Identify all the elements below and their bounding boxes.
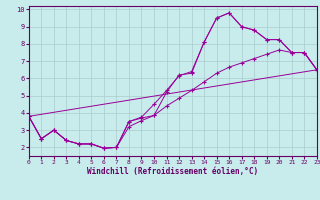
X-axis label: Windchill (Refroidissement éolien,°C): Windchill (Refroidissement éolien,°C) bbox=[87, 167, 258, 176]
